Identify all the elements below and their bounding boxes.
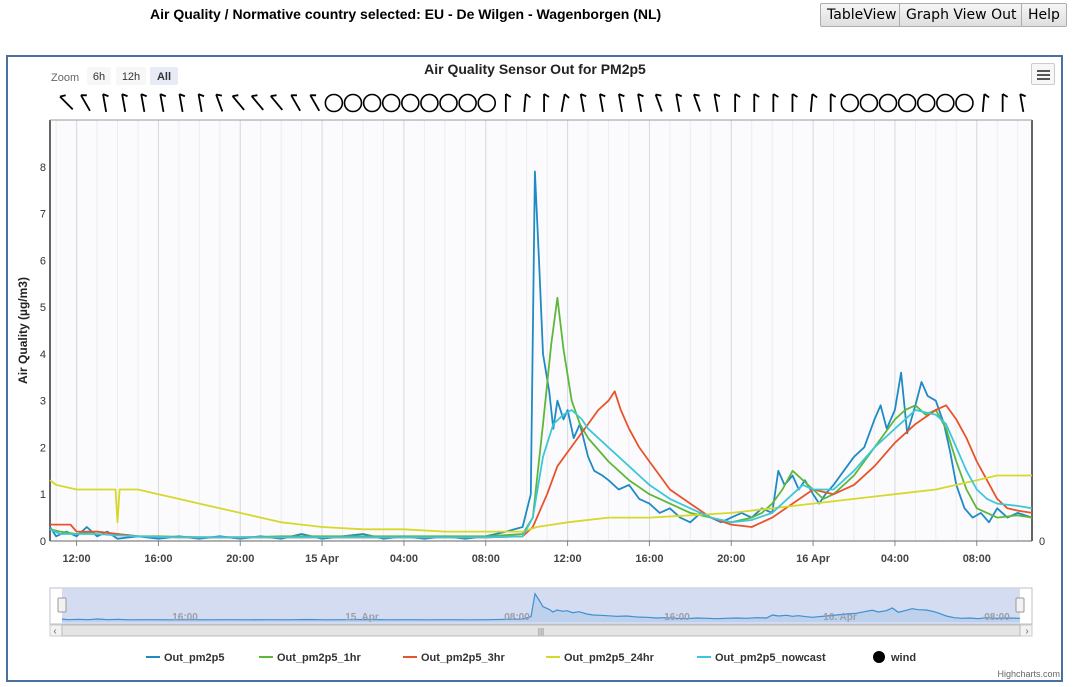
- graph-view-out-button[interactable]: Graph View Out: [899, 3, 1024, 27]
- page-title: Air Quality / Normative country selected…: [150, 6, 662, 22]
- tableview-button[interactable]: TableView: [820, 3, 904, 27]
- chart-container: [6, 55, 1063, 682]
- hamburger-menu-icon[interactable]: [1031, 63, 1055, 85]
- highcharts-credit[interactable]: Highcharts.com: [997, 669, 1060, 679]
- help-button[interactable]: Help: [1021, 3, 1067, 27]
